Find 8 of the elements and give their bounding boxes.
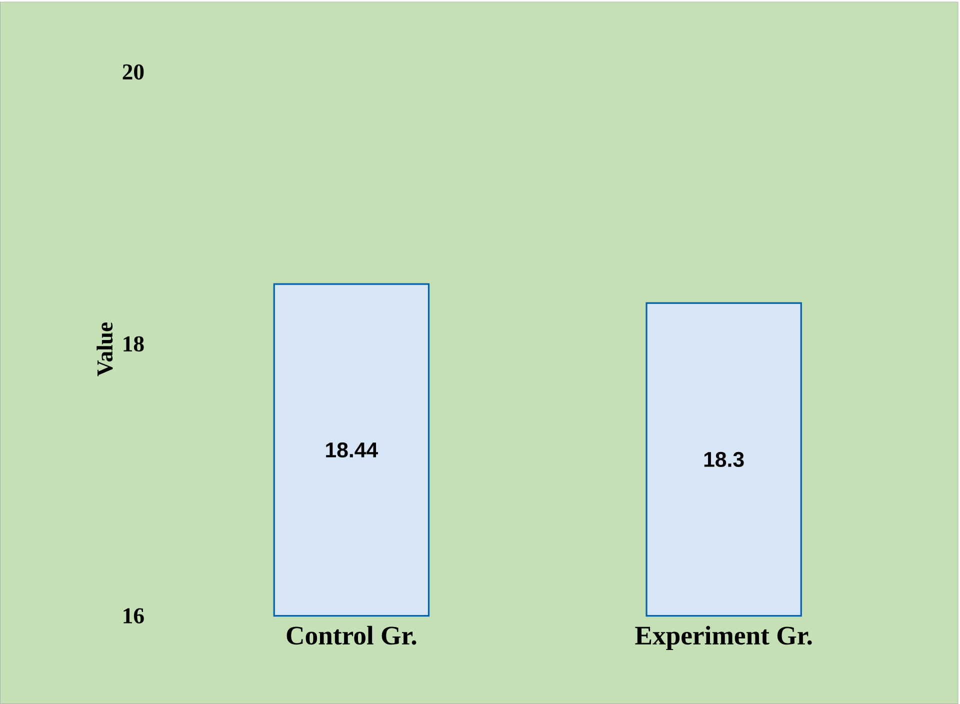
y-tick-label: 18: [124, 336, 144, 352]
y-tick-label: 16: [124, 608, 144, 624]
y-tick-label: 20: [122, 64, 144, 80]
x-tick-label: Control Gr.: [286, 626, 416, 645]
y-axis-title: Value: [96, 322, 113, 376]
data-label: 18.44: [326, 442, 378, 458]
data-label: 18.3: [704, 452, 744, 467]
x-tick-label: Experiment Gr.: [635, 626, 812, 650]
